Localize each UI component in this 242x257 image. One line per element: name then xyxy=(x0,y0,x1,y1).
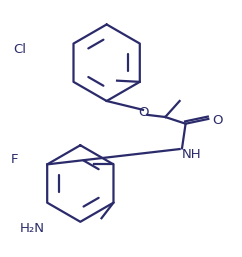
Text: O: O xyxy=(138,106,149,120)
Text: NH: NH xyxy=(182,148,202,161)
Text: F: F xyxy=(11,153,18,166)
Text: Cl: Cl xyxy=(13,43,26,56)
Text: O: O xyxy=(212,114,222,127)
Text: H₂N: H₂N xyxy=(19,223,44,235)
